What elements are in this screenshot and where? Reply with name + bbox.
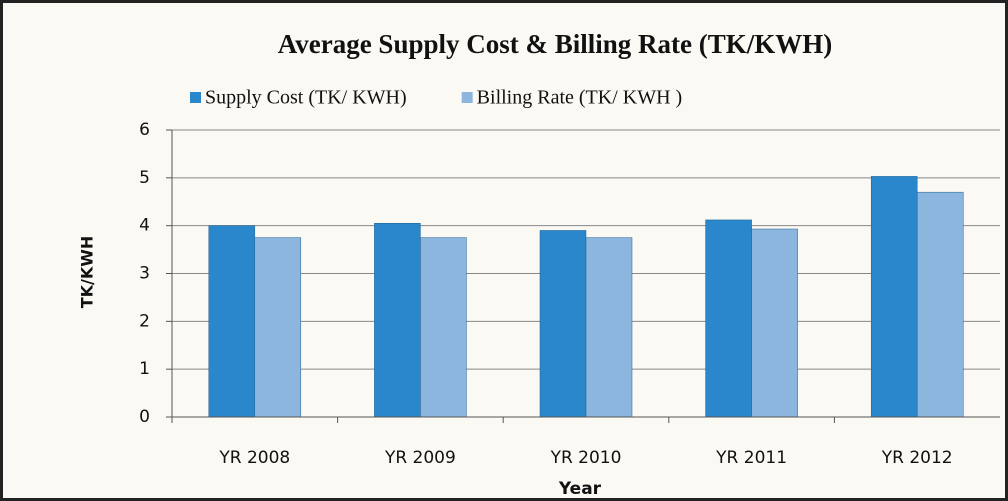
- y-tick-label: 0: [139, 407, 150, 427]
- x-tick-label: YR 2010: [550, 448, 622, 468]
- bar: [539, 230, 587, 418]
- x-axis-label: Year: [558, 479, 602, 499]
- bar: [208, 225, 256, 418]
- bar: [870, 176, 918, 418]
- x-tick-label: YR 2009: [384, 448, 456, 468]
- y-tick-label: 3: [139, 264, 150, 284]
- bar: [254, 237, 302, 418]
- legend-swatch: [461, 92, 473, 103]
- bar: [916, 191, 964, 418]
- legend-swatch: [190, 92, 201, 103]
- x-tick-label: YR 2008: [218, 448, 290, 468]
- legend-label: Supply Cost (TK/ KWH): [205, 87, 407, 109]
- bar: [751, 228, 798, 418]
- bar: [420, 237, 467, 418]
- bar: [585, 237, 633, 418]
- bar: [705, 219, 752, 418]
- y-tick-label: 1: [139, 359, 150, 379]
- y-tick-label: 2: [139, 311, 150, 331]
- legend-label: Billing Rate (TK/ KWH ): [477, 87, 683, 109]
- y-tick-label: 6: [139, 120, 150, 140]
- chart-title: Average Supply Cost & Billing Rate (TK/K…: [278, 29, 833, 59]
- y-tick-label: 5: [139, 168, 150, 188]
- x-tick-label: YR 2012: [881, 448, 953, 468]
- bar: [374, 223, 421, 418]
- y-axis-label: TK/KWH: [78, 236, 97, 309]
- x-tick-label: YR 2011: [715, 448, 787, 468]
- y-tick-label: 4: [139, 216, 150, 236]
